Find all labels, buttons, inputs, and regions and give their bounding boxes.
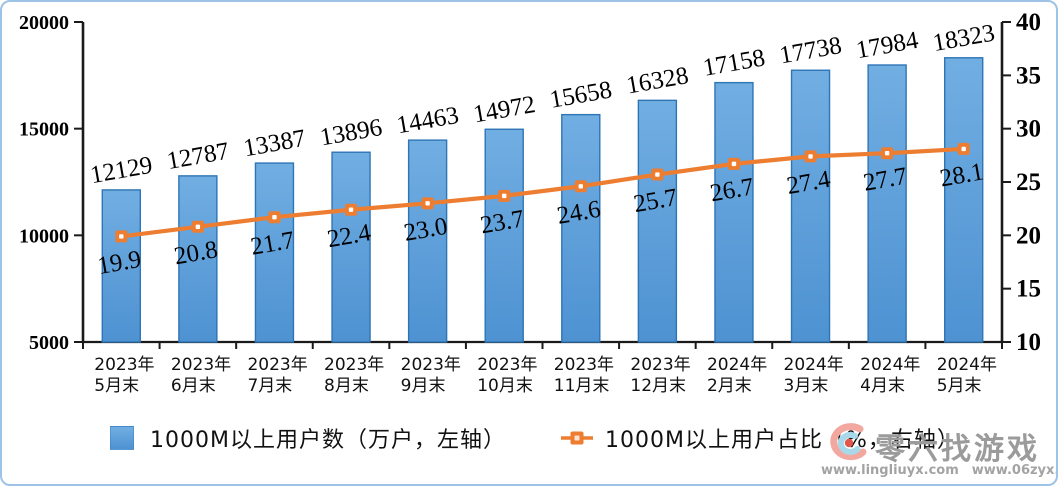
bar	[178, 175, 218, 343]
bar-value-label: 13896	[318, 114, 384, 151]
bar	[867, 64, 907, 343]
legend-line-label: 1000M以上用户占比（%，右轴）	[604, 428, 960, 453]
bar	[944, 57, 984, 343]
bar	[561, 113, 601, 343]
legend-item-line: 1000M以上用户占比（%，右轴）	[560, 422, 960, 454]
right-axis-tick-label: 10	[1016, 329, 1041, 356]
x-axis-category-label: 2023年 8月末	[324, 355, 384, 396]
line-marker-dot	[808, 154, 813, 159]
line-marker-dot	[348, 207, 354, 212]
x-axis-category-label: 2024年 4月末	[860, 355, 920, 396]
left-axis-tick-label: 20000	[19, 12, 69, 34]
x-axis-category-label: 2023年 11月末	[554, 355, 614, 396]
x-axis-category-label: 2023年 12月末	[630, 355, 690, 396]
legend-bar-label: 1000M以上用户数（万户，左轴）	[150, 428, 506, 453]
bar-value-label: 15658	[548, 76, 614, 113]
bar-value-label: 17984	[854, 27, 921, 65]
line-marker-dot	[731, 161, 737, 167]
x-axis-category-label: 2023年 9月末	[401, 355, 461, 396]
bar	[254, 162, 295, 343]
bar-value-label: 14463	[395, 102, 461, 139]
right-axis-tick-label: 25	[1016, 169, 1041, 196]
bar-value-label: 17158	[701, 44, 767, 81]
bar-value-label: 17738	[778, 32, 844, 69]
line-marker-dot	[655, 172, 660, 177]
bar	[637, 99, 678, 343]
legend: 1000M以上用户数（万户，左轴） 1000M以上用户占比（%，右轴）	[2, 422, 1056, 454]
right-axis-tick-label: 15	[1016, 276, 1041, 303]
x-axis-category-label: 2024年 3月末	[784, 355, 844, 396]
left-axis-tick-label: 10000	[19, 225, 69, 247]
line-marker-dot	[119, 234, 124, 239]
line-marker-dot	[884, 151, 890, 156]
bar	[407, 139, 448, 343]
right-axis-tick-label: 30	[1016, 116, 1041, 143]
bar-value-label: 12129	[88, 152, 154, 189]
right-axis-tick-label: 20	[1016, 222, 1041, 249]
line-marker-dot	[425, 201, 430, 206]
bar	[484, 128, 524, 343]
left-axis-tick-label: 5000	[29, 332, 69, 354]
bar-value-label: 14972	[471, 91, 537, 128]
right-axis-tick-label: 35	[1016, 62, 1041, 89]
left-axis-tick-label: 15000	[19, 119, 69, 141]
x-axis-category-label: 2023年 6月末	[171, 355, 231, 396]
bar-series-swatch	[110, 426, 134, 450]
x-axis-category-label: 2023年 5月末	[94, 355, 154, 396]
x-axis-category-label: 2023年 10月末	[477, 355, 537, 396]
line-marker-dot	[578, 184, 583, 189]
bar	[790, 69, 831, 343]
bar-value-label: 16328	[624, 62, 690, 99]
line-marker-dot	[502, 193, 507, 199]
bar-value-label: 13387	[241, 125, 307, 162]
line-marker-dot	[961, 146, 966, 152]
x-axis-category-label: 2024年 2月末	[707, 355, 767, 396]
x-axis-category-label: 2024年 5月末	[937, 355, 997, 396]
line-marker-icon	[560, 431, 593, 445]
line-series	[119, 146, 966, 239]
bar	[101, 189, 141, 343]
bar	[714, 81, 754, 343]
bar-value-label: 12787	[165, 138, 231, 175]
line-marker-dot	[195, 224, 201, 229]
line-marker-dot	[272, 215, 277, 220]
right-axis-tick-label: 40	[1016, 9, 1041, 36]
legend-item-bar: 1000M以上用户数（万户，左轴）	[110, 422, 506, 454]
x-axis-category-label: 2023年 7月末	[247, 355, 307, 396]
bar-value-label: 18323	[931, 20, 997, 57]
bar	[331, 151, 371, 343]
line-series-swatch	[560, 430, 593, 446]
